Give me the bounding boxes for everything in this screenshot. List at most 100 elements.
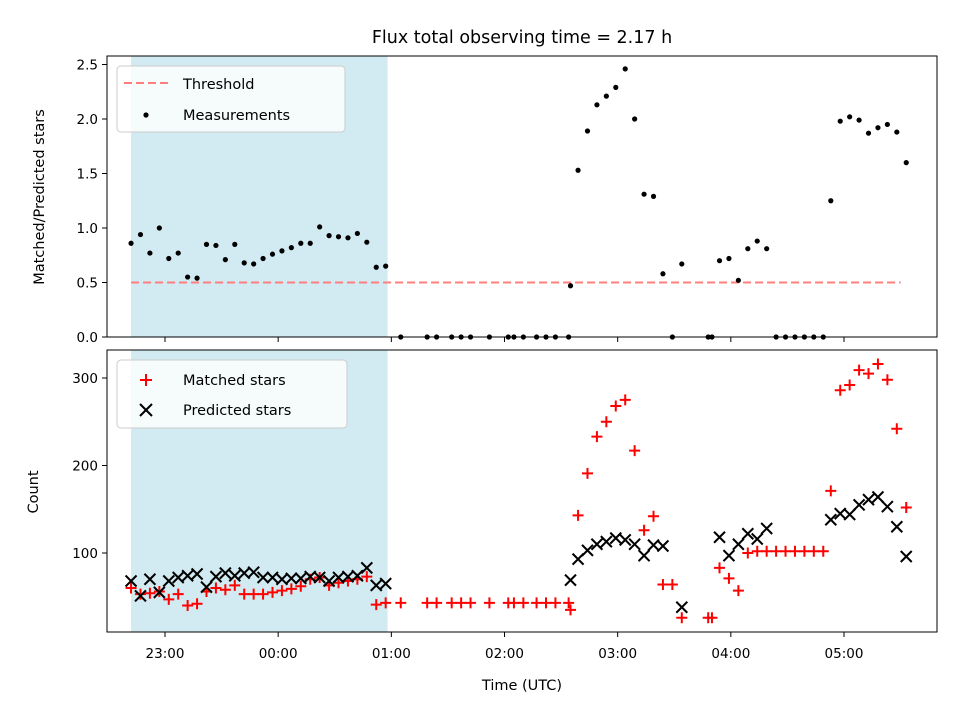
measurement-point <box>147 250 153 256</box>
bottom-legend-box <box>116 359 348 429</box>
predicted-star-point <box>351 569 364 582</box>
y-tick-label-top: 1.0 <box>77 221 98 237</box>
measurement-point <box>251 261 257 267</box>
measurement-point <box>269 251 276 257</box>
matched-star-point <box>508 597 520 609</box>
matched-star-point <box>825 485 837 497</box>
top-y-axis-label: Matched/Predicted stars <box>32 109 48 285</box>
matched-star-point <box>591 431 603 443</box>
matched-star-point <box>789 545 801 557</box>
predicted-star-point <box>751 532 764 546</box>
measurement-point <box>326 233 332 239</box>
measurement-point <box>828 198 834 204</box>
predicted-star-point <box>890 520 904 533</box>
predicted-star-point <box>628 538 641 551</box>
matched-star-point <box>229 579 241 591</box>
predicted-star-point <box>379 577 392 590</box>
predicted-star-point <box>732 538 745 551</box>
x-tick-label: 23:00 <box>146 646 185 662</box>
matched-star-point <box>872 358 884 370</box>
measurement-point <box>726 255 732 262</box>
predicted-star-point <box>153 586 166 599</box>
top-legend-box <box>116 65 346 133</box>
measurement-point <box>128 240 134 246</box>
matched-star-point <box>370 599 382 611</box>
predicted-star-point <box>871 490 885 504</box>
y-tick-label-bottom: 300 <box>72 371 98 387</box>
predicted-star-point <box>190 567 204 581</box>
measurement-point <box>185 274 191 280</box>
measurement-point <box>567 283 574 289</box>
predicted-star-point <box>862 493 875 506</box>
predicted-star-point <box>219 566 232 580</box>
measurement-point <box>156 225 162 231</box>
measurement-point <box>288 245 294 251</box>
predicted-star-point <box>266 571 279 584</box>
matched-star-point <box>565 604 577 616</box>
matched-star-point <box>657 579 669 590</box>
measurement-point <box>373 264 379 270</box>
measurement-point <box>260 255 266 262</box>
matched-star-point <box>891 423 903 435</box>
measurement-point <box>584 128 591 134</box>
measurement-point <box>222 257 228 263</box>
matched-star-point <box>863 368 875 380</box>
matched-star-point <box>380 597 392 609</box>
matched-star-point <box>465 597 477 609</box>
bottom-y-axis-label: Count <box>26 470 42 513</box>
predicted-star-point <box>322 574 336 588</box>
matched-star-point <box>285 583 297 595</box>
measurement-point <box>632 116 638 122</box>
matched-star-point <box>732 585 744 597</box>
matched-star-point <box>629 445 641 457</box>
top-axes-frame <box>106 55 938 338</box>
predicted-star-point <box>256 571 270 584</box>
y-tick-label-top: 0.5 <box>77 276 98 292</box>
predicted-star-point <box>247 566 260 579</box>
measurement-point <box>903 160 909 166</box>
predicted-star-point <box>209 570 223 583</box>
y-tick-label-top: 1.5 <box>77 167 98 183</box>
predicted-star-point <box>713 531 726 544</box>
matched-star-point <box>549 597 561 609</box>
bottom-legend: Matched stars Predicted stars <box>116 359 348 429</box>
measurement-point <box>622 66 628 72</box>
measurement-point <box>213 242 219 249</box>
predicted-star-point <box>609 531 622 545</box>
matched-star-point <box>182 600 194 611</box>
matched-star-point <box>531 597 543 609</box>
measurement-point <box>660 271 666 277</box>
predicted-star-point <box>564 573 577 587</box>
measurement-point <box>575 167 581 173</box>
y-tick-label-top: 0.0 <box>77 330 98 346</box>
measurement-point <box>875 125 881 131</box>
legend-matched-swatch <box>140 374 152 386</box>
predicted-star-point <box>637 549 651 562</box>
predicted-star-point <box>741 527 755 540</box>
matched-star-point <box>267 586 279 598</box>
x-tick-label: 03:00 <box>598 646 637 662</box>
legend-matched-label: Matched stars <box>183 373 286 389</box>
x-tick-label: 02:00 <box>485 646 524 662</box>
predicted-star-point <box>722 549 736 562</box>
matched-star-point <box>276 585 288 597</box>
measurement-point <box>745 246 751 252</box>
matched-star-point <box>619 394 631 406</box>
predicted-star-point <box>675 601 689 614</box>
y-tick-label-bottom: 200 <box>72 459 98 475</box>
matched-star-point <box>742 547 754 559</box>
measurement-point <box>298 240 304 246</box>
matched-star-point <box>431 597 443 609</box>
predicted-star-point <box>313 571 326 584</box>
predicted-star-point <box>285 572 298 585</box>
predicted-star-point <box>590 538 604 551</box>
predicted-star-point <box>171 571 185 584</box>
top-legend: Threshold Measurements <box>116 65 346 133</box>
chart-title: Flux total observing time = 2.17 h <box>372 28 672 48</box>
measurement-point <box>603 93 609 99</box>
measurement-point <box>594 102 600 108</box>
matched-star-point <box>600 416 612 428</box>
matched-star-point <box>751 545 763 557</box>
predicted-stars-series <box>124 490 913 614</box>
